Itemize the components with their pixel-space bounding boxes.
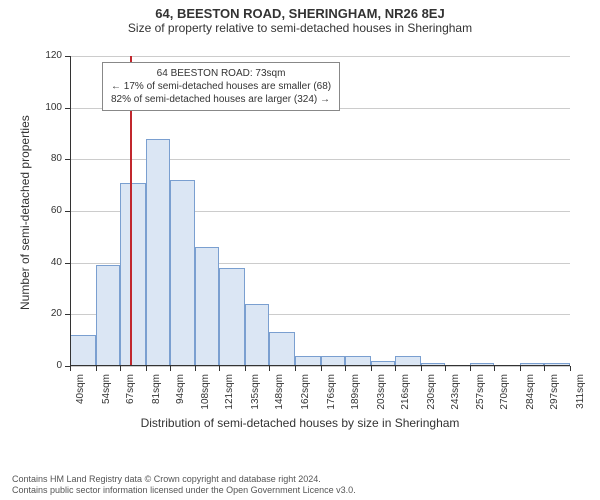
x-tick-mark <box>120 366 121 371</box>
y-tick-mark <box>65 56 70 57</box>
x-tick-label: 257sqm <box>475 374 486 422</box>
y-axis-label: Number of semi-detached properties <box>18 115 32 310</box>
x-tick-mark <box>295 366 296 371</box>
y-tick-mark <box>65 211 70 212</box>
y-tick-mark <box>65 314 70 315</box>
histogram-bar <box>269 332 295 366</box>
y-tick-label: 60 <box>32 205 62 216</box>
x-tick-label: 108sqm <box>200 374 211 422</box>
histogram-bar <box>146 139 170 366</box>
x-tick-label: 121sqm <box>224 374 235 422</box>
y-tick-label: 80 <box>32 153 62 164</box>
histogram-bar <box>219 268 245 366</box>
y-tick-label: 20 <box>32 308 62 319</box>
x-tick-mark <box>470 366 471 371</box>
x-tick-label: 162sqm <box>300 374 311 422</box>
x-tick-mark <box>345 366 346 371</box>
histogram-bar <box>120 183 146 366</box>
y-tick-label: 100 <box>32 102 62 113</box>
x-axis-label: Distribution of semi-detached houses by … <box>0 416 600 430</box>
chart-container: 64, BEESTON ROAD, SHERINGHAM, NR26 8EJ S… <box>0 0 600 500</box>
x-tick-label: 270sqm <box>499 374 510 422</box>
x-tick-label: 297sqm <box>549 374 560 422</box>
x-tick-label: 135sqm <box>250 374 261 422</box>
y-tick-mark <box>65 263 70 264</box>
x-tick-mark <box>421 366 422 371</box>
x-tick-mark <box>371 366 372 371</box>
x-tick-label: 230sqm <box>426 374 437 422</box>
x-tick-mark <box>269 366 270 371</box>
y-axis-line <box>70 56 71 366</box>
x-tick-label: 94sqm <box>175 374 186 422</box>
footer-line2: Contains public sector information licen… <box>12 485 588 496</box>
histogram-bar <box>96 265 120 366</box>
x-tick-mark <box>544 366 545 371</box>
x-tick-label: 243sqm <box>450 374 461 422</box>
x-tick-mark <box>170 366 171 371</box>
footer-line1: Contains HM Land Registry data © Crown c… <box>12 474 588 485</box>
y-tick-mark <box>65 159 70 160</box>
x-tick-mark <box>146 366 147 371</box>
x-tick-mark <box>520 366 521 371</box>
x-tick-label: 67sqm <box>125 374 136 422</box>
y-tick-label: 0 <box>32 360 62 371</box>
histogram-bar <box>70 335 96 366</box>
x-tick-label: 176sqm <box>326 374 337 422</box>
x-tick-mark <box>494 366 495 371</box>
x-tick-mark <box>96 366 97 371</box>
y-tick-label: 120 <box>32 50 62 61</box>
x-tick-label: 284sqm <box>525 374 536 422</box>
x-tick-label: 54sqm <box>101 374 112 422</box>
x-tick-mark <box>395 366 396 371</box>
x-tick-label: 311sqm <box>575 374 586 422</box>
x-tick-mark <box>245 366 246 371</box>
footer: Contains HM Land Registry data © Crown c… <box>12 474 588 497</box>
x-tick-label: 203sqm <box>376 374 387 422</box>
grid-line <box>70 56 570 57</box>
x-tick-mark <box>195 366 196 371</box>
annotation-line1: 64 BEESTON ROAD: 73sqm <box>111 67 331 80</box>
x-tick-mark <box>570 366 571 371</box>
histogram-bar <box>170 180 196 366</box>
x-tick-mark <box>445 366 446 371</box>
chart-title-address: 64, BEESTON ROAD, SHERINGHAM, NR26 8EJ <box>0 0 600 21</box>
x-tick-label: 40sqm <box>75 374 86 422</box>
annotation-box: 64 BEESTON ROAD: 73sqm ← 17% of semi-det… <box>102 62 340 111</box>
annotation-line2: ← 17% of semi-detached houses are smalle… <box>111 80 331 93</box>
x-tick-label: 189sqm <box>350 374 361 422</box>
x-tick-mark <box>219 366 220 371</box>
annotation-line3: 82% of semi-detached houses are larger (… <box>111 93 331 106</box>
y-tick-label: 40 <box>32 257 62 268</box>
x-tick-label: 148sqm <box>274 374 285 422</box>
x-tick-mark <box>321 366 322 371</box>
x-tick-mark <box>70 366 71 371</box>
x-tick-label: 216sqm <box>400 374 411 422</box>
histogram-bar <box>195 247 219 366</box>
x-tick-label: 81sqm <box>151 374 162 422</box>
y-tick-mark <box>65 108 70 109</box>
histogram-bar <box>245 304 269 366</box>
chart-subtitle: Size of property relative to semi-detach… <box>0 21 600 35</box>
